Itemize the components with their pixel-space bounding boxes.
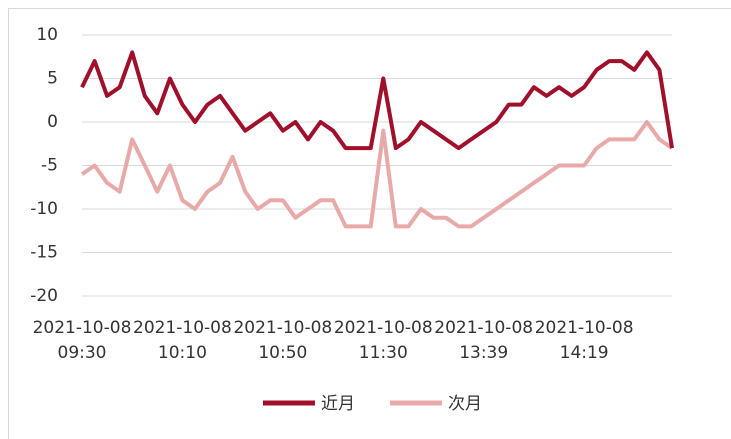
y-tick-label: -15	[30, 243, 58, 263]
x-tick-label: 2021-10-08 10:50	[233, 318, 333, 363]
x-tick-label: 2021-10-08 14:19	[534, 318, 634, 363]
y-tick-label: 5	[47, 69, 58, 89]
x-tick-label: 2021-10-08 11:30	[333, 318, 433, 363]
x-tick-label: 2021-10-08 13:39	[434, 318, 534, 363]
y-tick-label: 10	[36, 25, 58, 45]
legend-label: 次月	[448, 394, 482, 414]
y-tick-label: 0	[47, 112, 58, 132]
y-tick-label: -10	[30, 199, 58, 219]
x-tick-label: 2021-10-08 10:10	[133, 318, 232, 363]
y-tick-label: -20	[30, 286, 58, 306]
legend-label: 近月	[321, 394, 355, 414]
x-tick-label: 2021-10-08 09:30	[32, 318, 132, 363]
frame	[8, 8, 731, 439]
series-line	[80, 50, 674, 151]
y-tick-label: -5	[41, 156, 58, 176]
series-line	[80, 120, 674, 229]
